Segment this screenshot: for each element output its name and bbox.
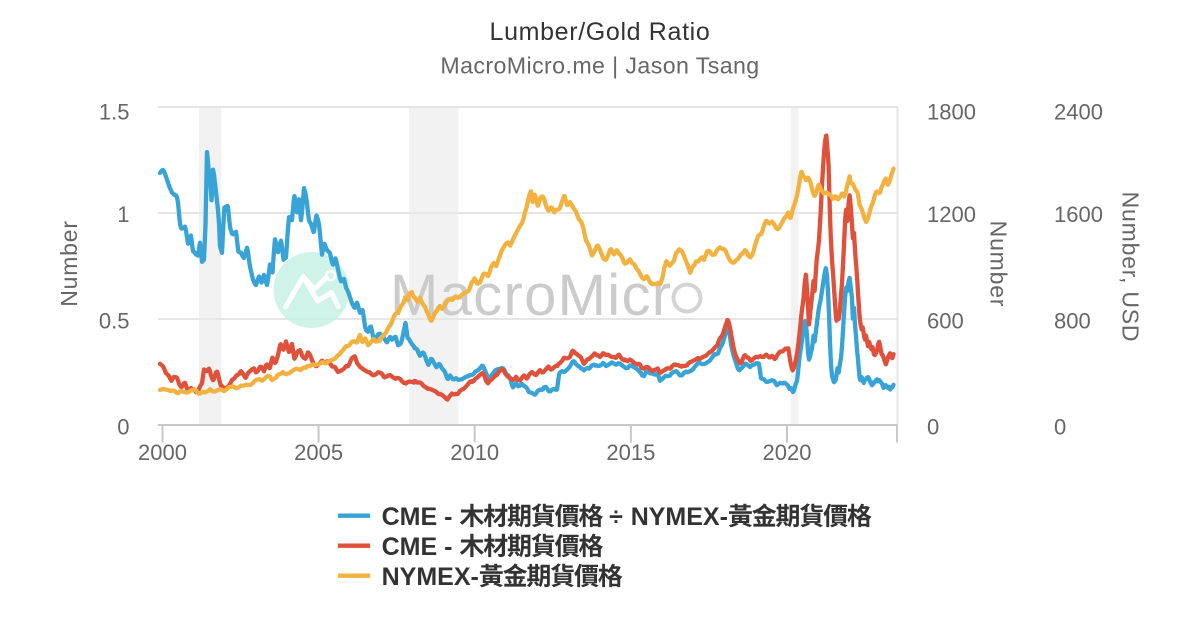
svg-text:2005: 2005 <box>294 440 343 465</box>
svg-text:1800: 1800 <box>927 100 976 125</box>
svg-text:NYMEX-: NYMEX- <box>382 563 479 591</box>
svg-text:Number: Number <box>56 220 82 307</box>
svg-text:2000: 2000 <box>138 440 187 465</box>
svg-text:÷: ÷ <box>609 503 623 531</box>
svg-text:Number, USD: Number, USD <box>1117 192 1143 343</box>
svg-text:1600: 1600 <box>1054 202 1103 227</box>
svg-text:600: 600 <box>927 308 964 333</box>
svg-text:1.5: 1.5 <box>99 100 130 125</box>
svg-text:CME -: CME - <box>382 533 453 561</box>
svg-text:2015: 2015 <box>606 440 655 465</box>
svg-text:CME -: CME - <box>382 503 453 531</box>
svg-text:0: 0 <box>117 415 129 440</box>
svg-text:MacroMicro.me | Jason Tsang: MacroMicro.me | Jason Tsang <box>440 53 759 79</box>
svg-text:MacroMicr: MacroMicr <box>390 263 672 328</box>
svg-text:NYMEX-: NYMEX- <box>631 503 728 531</box>
svg-text:0: 0 <box>1054 415 1066 440</box>
svg-text:0.5: 0.5 <box>99 308 130 333</box>
svg-text:800: 800 <box>1054 308 1091 333</box>
svg-text:2010: 2010 <box>450 440 499 465</box>
svg-text:0: 0 <box>927 415 939 440</box>
svg-text:1: 1 <box>117 202 129 227</box>
svg-text:2400: 2400 <box>1054 100 1103 125</box>
svg-text:Lumber/Gold Ratio: Lumber/Gold Ratio <box>490 18 711 46</box>
svg-text:1200: 1200 <box>927 202 976 227</box>
svg-text:Number: Number <box>985 221 1011 308</box>
svg-text:2020: 2020 <box>763 440 812 465</box>
